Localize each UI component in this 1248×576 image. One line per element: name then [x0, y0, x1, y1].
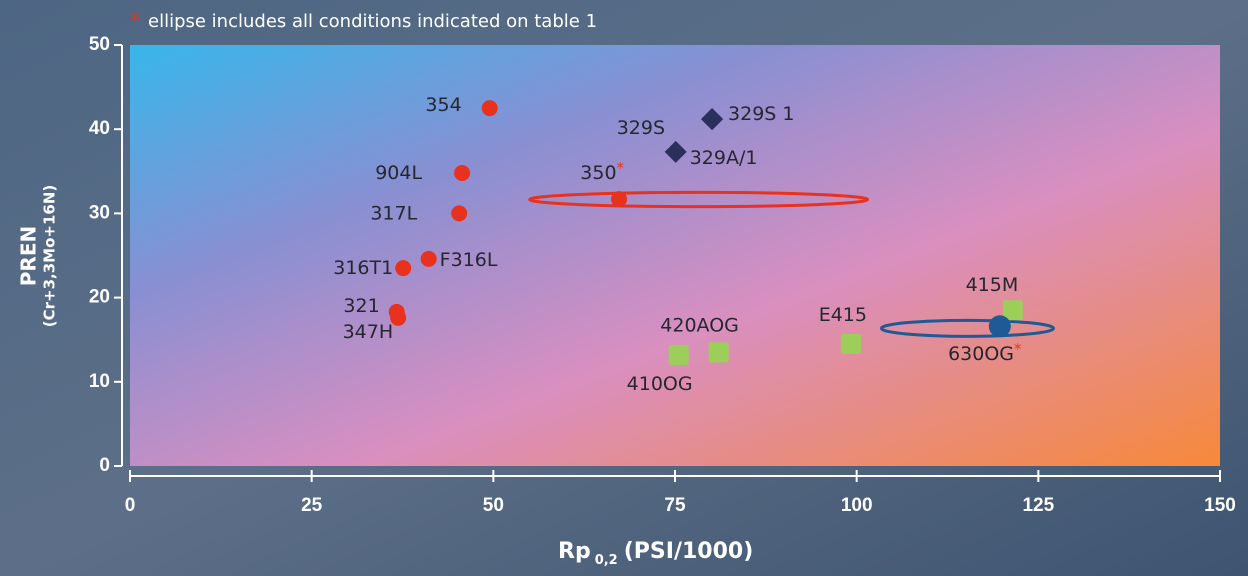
asterisk: *	[1014, 340, 1022, 358]
point-label: 329S	[617, 117, 665, 139]
y-axis-subtitle: (Cr+3,3Mo+16N)	[41, 185, 59, 328]
point-label: 329A/1	[690, 146, 758, 168]
point-label-text: 321	[343, 294, 379, 316]
y-tick-label: 30	[89, 202, 110, 223]
note-marker: *	[130, 9, 140, 33]
point-label: 350*	[580, 159, 624, 184]
point	[481, 100, 498, 117]
point	[701, 108, 724, 131]
y-tick-label: 40	[89, 118, 110, 139]
x-title-rest: (PSI/1000)	[624, 539, 754, 564]
x-tick-label: 100	[841, 495, 873, 516]
point-label-text: 354	[425, 94, 461, 116]
x-tick-label: 50	[483, 495, 504, 516]
point-label: 420AOG	[660, 314, 739, 336]
point	[395, 260, 412, 277]
point	[840, 333, 861, 354]
point-label-text: 415M	[966, 274, 1019, 296]
point	[390, 309, 407, 326]
plot-area	[130, 45, 1220, 466]
y-tick-label: 0	[99, 455, 110, 476]
point-label-text: 316T1	[333, 257, 393, 279]
point-label: E415	[819, 303, 867, 325]
point	[664, 140, 687, 163]
point-label: 317L	[370, 202, 417, 224]
point-label-text: E415	[819, 303, 867, 325]
point-label: F316L	[440, 248, 498, 270]
point	[708, 342, 729, 363]
point-label: 630OG*	[948, 340, 1022, 365]
point-label-text: 329S	[617, 117, 665, 139]
x-title-sub: 0,2	[595, 553, 618, 568]
point-label: 354	[425, 94, 461, 116]
point-label-text: 630OG	[948, 343, 1014, 365]
point	[988, 315, 1011, 338]
point-label: 316T1	[333, 257, 393, 279]
x-axis-title: Rp 0,2 (PSI/1000)	[558, 539, 753, 568]
x-tick-label: 150	[1204, 495, 1236, 516]
point-label-text: 317L	[370, 202, 417, 224]
point-label: 329S 1	[728, 103, 794, 125]
x-title-main: Rp	[558, 539, 591, 564]
point-label: 904L	[375, 161, 422, 183]
point	[454, 164, 471, 181]
point-label: 415M	[966, 274, 1019, 296]
x-tick-label: 0	[125, 495, 136, 516]
y-axis-title: PREN	[17, 226, 41, 286]
point	[668, 344, 689, 365]
point-label-text: 329S 1	[728, 103, 794, 125]
point-label-text: 329A/1	[690, 146, 758, 168]
y-tick-label: 10	[89, 371, 110, 392]
y-tick-label: 50	[89, 34, 110, 55]
x-tick-label: 25	[301, 495, 323, 516]
point-label-text: F316L	[440, 248, 498, 270]
point-label: 321	[343, 294, 379, 316]
point	[611, 191, 628, 208]
point-label-text: 410OG	[627, 372, 693, 394]
condition-ellipse	[879, 318, 1056, 338]
point-label-text: 350	[580, 162, 616, 184]
asterisk: *	[617, 159, 625, 177]
point-label-text: 904L	[375, 161, 422, 183]
note-text: ellipse includes all conditions indicate…	[148, 11, 597, 32]
x-tick-label: 75	[664, 495, 686, 516]
point-label: 410OG	[627, 372, 693, 394]
y-tick-label: 20	[89, 287, 110, 308]
point	[420, 250, 437, 267]
x-tick-label: 125	[1022, 495, 1054, 516]
point-label: 347H	[343, 320, 394, 342]
condition-ellipse	[528, 190, 870, 209]
point	[1002, 300, 1023, 321]
point-label-text: 420AOG	[660, 314, 739, 336]
point-label-text: 347H	[343, 320, 394, 342]
point	[451, 205, 468, 222]
